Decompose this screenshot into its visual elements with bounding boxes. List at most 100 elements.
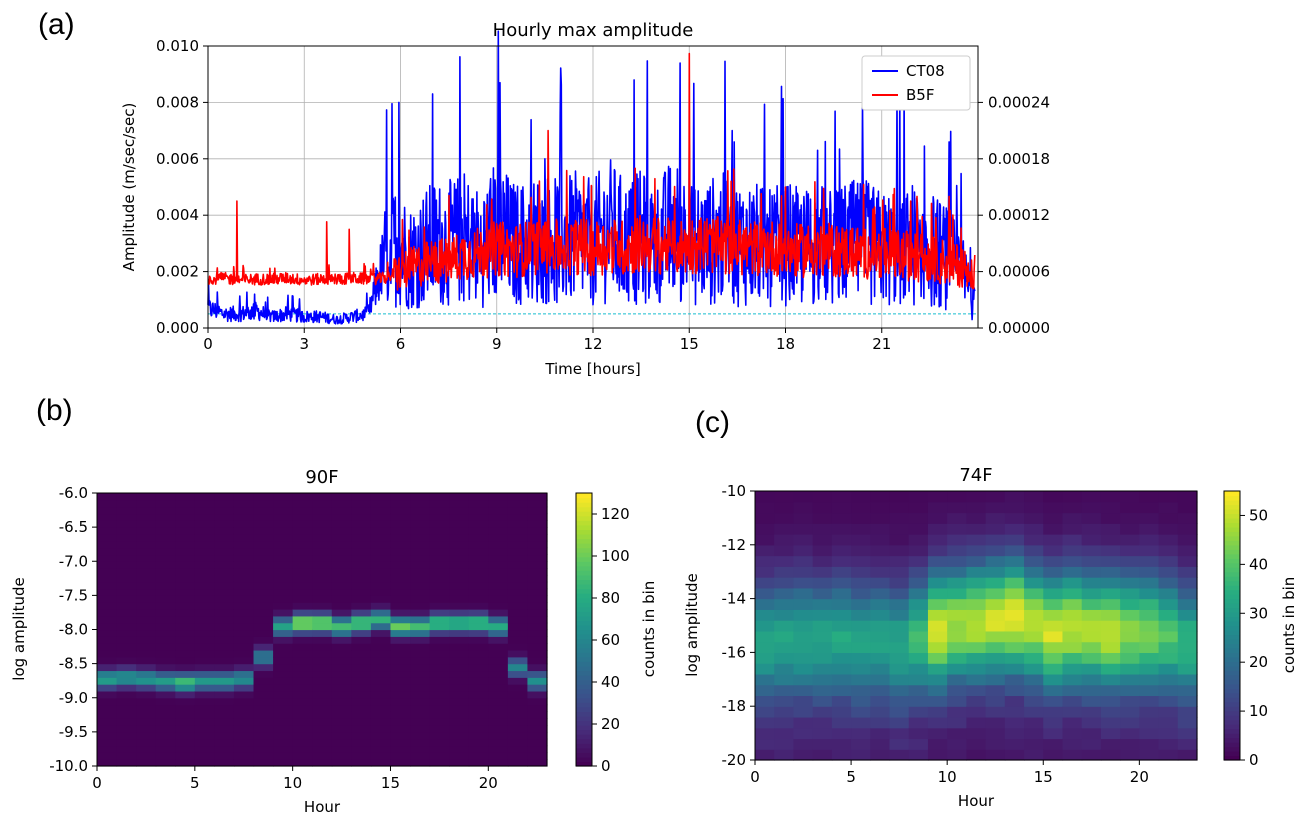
colorbar-step-b-35 [576,602,592,608]
heatmap-cell-c-1-21 [774,523,795,535]
heatmap-cell-c-11-22 [966,512,987,524]
heatmap-cell-c-18-12 [1100,620,1121,632]
heatmap-cell-b-22-19 [527,629,548,637]
heatmap-cell-b-10-35 [292,520,313,528]
heatmap-cell-b-15-38 [390,499,411,508]
heatmap-cell-b-0-5 [97,725,118,733]
heatmap-cell-b-14-7 [370,711,392,719]
heatmap-cell-c-3-3 [812,716,833,729]
heatmap-cell-b-7-8 [233,704,255,712]
heatmap-cell-b-22-25 [527,588,548,596]
heatmap-cell-b-12-21 [331,615,352,624]
heatmap-cell-c-0-24 [755,491,775,503]
heatmap-cell-c-5-21 [851,523,871,535]
heatmap-cell-b-22-6 [527,718,548,726]
heatmap-cell-b-14-38 [370,499,392,508]
colorbar-step-b-55 [576,511,592,517]
y-tick-label-b-4: -8.0 [59,621,88,639]
heatmap-cell-b-10-29 [292,561,313,569]
colorbar-step-b-17 [576,684,592,690]
heatmap-cell-b-8-35 [253,520,274,528]
heatmap-cell-b-10-28 [292,568,313,576]
heatmap-cell-b-7-2 [233,745,255,753]
heatmap-cell-c-9-18 [927,555,948,567]
heatmap-cell-b-7-19 [233,629,255,637]
heatmap-cell-b-11-6 [312,718,333,726]
heatmap-cell-c-13-16 [1004,577,1025,589]
heatmap-cell-b-13-8 [351,704,372,712]
heatmap-cell-b-4-7 [175,711,196,719]
x-tick-label-b-1: 5 [190,774,200,792]
heatmap-cell-b-8-2 [253,745,274,753]
heatmap-cell-b-13-14 [351,663,372,672]
heatmap-cell-b-5-4 [194,731,215,740]
heatmap-cell-b-21-21 [507,615,529,624]
heatmap-cell-b-22-28 [527,568,548,576]
heatmap-cell-c-6-12 [870,620,891,632]
y-axis-label-c: log amplitude [683,573,701,676]
heatmap-cell-c-13-7 [1004,673,1025,686]
heatmap-cell-c-17-9 [1081,652,1102,664]
heatmap-cell-c-4-4 [831,706,852,718]
heatmap-cell-c-5-11 [851,630,871,643]
heatmap-cell-b-10-32 [292,540,313,549]
heatmap-cell-c-19-7 [1120,673,1140,686]
heatmap-cell-b-13-36 [351,513,372,521]
heatmap-cell-b-8-26 [253,581,274,590]
heatmap-cell-b-1-9 [116,697,137,706]
heatmap-cell-b-6-32 [214,540,235,549]
heatmap-cell-c-6-1 [870,738,891,750]
heatmap-cell-c-15-17 [1043,566,1064,578]
heatmap-cell-c-0-23 [755,501,775,514]
heatmap-cell-c-22-2 [1177,727,1198,740]
heatmap-cell-b-8-39 [253,493,274,501]
heatmap-cell-c-16-18 [1062,555,1083,567]
colorbar-step-c-3 [1224,742,1240,748]
heatmap-cell-b-15-16 [390,649,411,658]
heatmap-cell-b-3-30 [155,554,176,562]
heatmap-cell-b-4-16 [175,649,196,658]
heatmap-cell-b-2-19 [136,629,157,637]
colorbar-tick-label-c-2: 20 [1249,653,1268,671]
heatmap-cell-c-9-1 [927,738,948,750]
heatmap-cell-c-17-3 [1081,716,1102,729]
colorbar-step-c-46 [1224,549,1240,555]
heatmap-cell-b-21-22 [507,609,529,617]
heatmap-cell-c-19-17 [1120,566,1140,578]
heatmap-cell-c-21-17 [1158,566,1179,578]
colorbar-step-c-20 [1224,665,1240,671]
heatmap-cell-b-8-8 [253,704,274,712]
heatmap-cell-b-1-21 [116,615,137,624]
heatmap-cell-c-14-9 [1024,652,1044,664]
heatmap-cell-b-18-12 [449,677,470,685]
heatmap-cell-c-15-4 [1043,706,1064,718]
colorbar-step-c-18 [1224,674,1240,680]
heatmap-cell-c-16-24 [1062,491,1083,503]
heatmap-cell-c-16-15 [1062,587,1083,600]
heatmap-cell-c-11-13 [966,609,987,621]
heatmap-cell-b-8-11 [253,684,274,692]
y-axis-label-a: Amplitude (m/sec/sec) [120,103,138,272]
heatmap-cell-c-16-19 [1062,544,1083,557]
heatmap-cell-b-5-10 [194,690,215,699]
y-tick-label-a-4: 0.008 [156,93,199,111]
heatmap-cell-b-3-6 [155,718,176,726]
heatmap-cell-b-19-6 [468,718,489,726]
colorbar-step-b-53 [576,520,592,526]
heatmap-cell-b-6-16 [214,649,235,658]
heatmap-cell-b-0-3 [97,738,118,747]
y-tick-label-a-0: 0.000 [156,319,199,337]
heatmap-cell-b-19-11 [468,684,489,692]
heatmap-cell-b-13-12 [351,677,372,685]
heatmap-cell-b-0-28 [97,568,118,576]
heatmap-cell-b-4-17 [175,643,196,651]
heatmap-cell-b-13-33 [351,533,372,542]
heatmap-cell-b-0-30 [97,554,118,562]
heatmap-cell-c-17-21 [1081,523,1102,535]
heatmap-cell-c-7-1 [889,738,910,750]
heatmap-cell-b-7-21 [233,615,255,624]
colorbar-step-c-49 [1224,535,1240,541]
heatmap-cell-c-19-3 [1120,716,1140,729]
heatmap-cell-b-12-17 [331,643,352,651]
